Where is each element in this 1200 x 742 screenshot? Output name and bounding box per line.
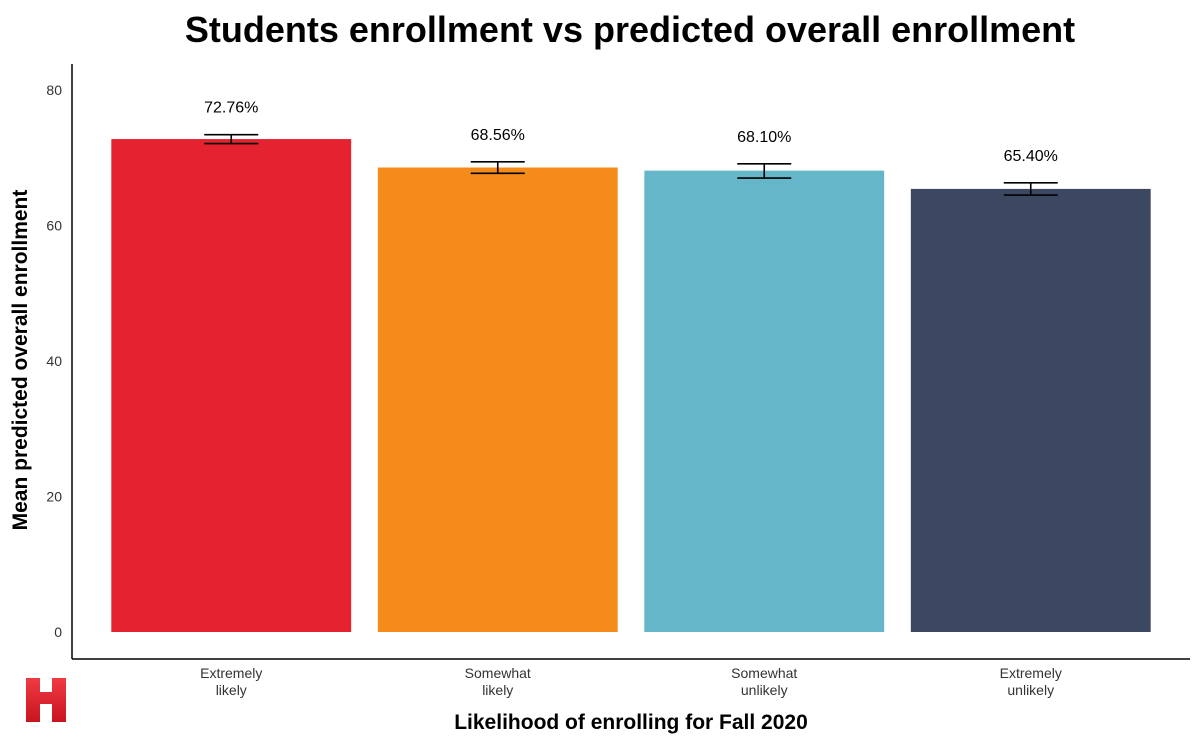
x-axis-title: Likelihood of enrolling for Fall 2020	[454, 711, 808, 734]
y-tick-label: 20	[46, 489, 62, 505]
error-bar	[470, 161, 525, 175]
bar	[910, 188, 1151, 633]
x-tick-label-line: likely	[482, 682, 513, 698]
chart-title: Students enrollment vs predicted overall…	[185, 9, 1075, 50]
y-axis-title: Mean predicted overall enrollment	[9, 190, 32, 531]
x-tick-label-line: likely	[216, 682, 247, 698]
y-tick-label: 40	[46, 353, 62, 369]
logo-h-icon	[26, 678, 66, 722]
y-tick-label: 80	[46, 82, 62, 98]
error-bar	[737, 163, 792, 179]
x-tick-label-line: Extremely	[200, 665, 262, 681]
data-label: 65.40%	[1004, 148, 1058, 165]
x-tick-label: Extremely likely	[200, 665, 262, 698]
y-tick-label: 0	[54, 624, 62, 640]
bar	[644, 170, 885, 632]
x-tick-label: Extremely unlikely	[1000, 665, 1062, 698]
data-label: 72.76%	[204, 100, 258, 117]
x-tick-label: Somewhat likely	[465, 665, 531, 698]
plot-area: 72.76% 68.56% 68.10% 65.40%	[111, 100, 1151, 633]
y-tick-label: 60	[46, 218, 62, 234]
data-label: 68.10%	[737, 129, 791, 146]
x-tick-label-line: Somewhat	[465, 665, 531, 681]
x-tick-label-line: unlikely	[741, 682, 788, 698]
x-tick-label: Somewhat unlikely	[731, 665, 797, 698]
error-bar	[204, 133, 259, 145]
bar	[111, 139, 352, 632]
error-bar	[1003, 182, 1058, 196]
x-tick-label-line: Somewhat	[731, 665, 797, 681]
bar	[377, 167, 618, 633]
x-tick-label-line: unlikely	[1007, 682, 1054, 698]
x-tick-label-line: Extremely	[1000, 665, 1062, 681]
data-label: 68.56%	[471, 127, 525, 144]
